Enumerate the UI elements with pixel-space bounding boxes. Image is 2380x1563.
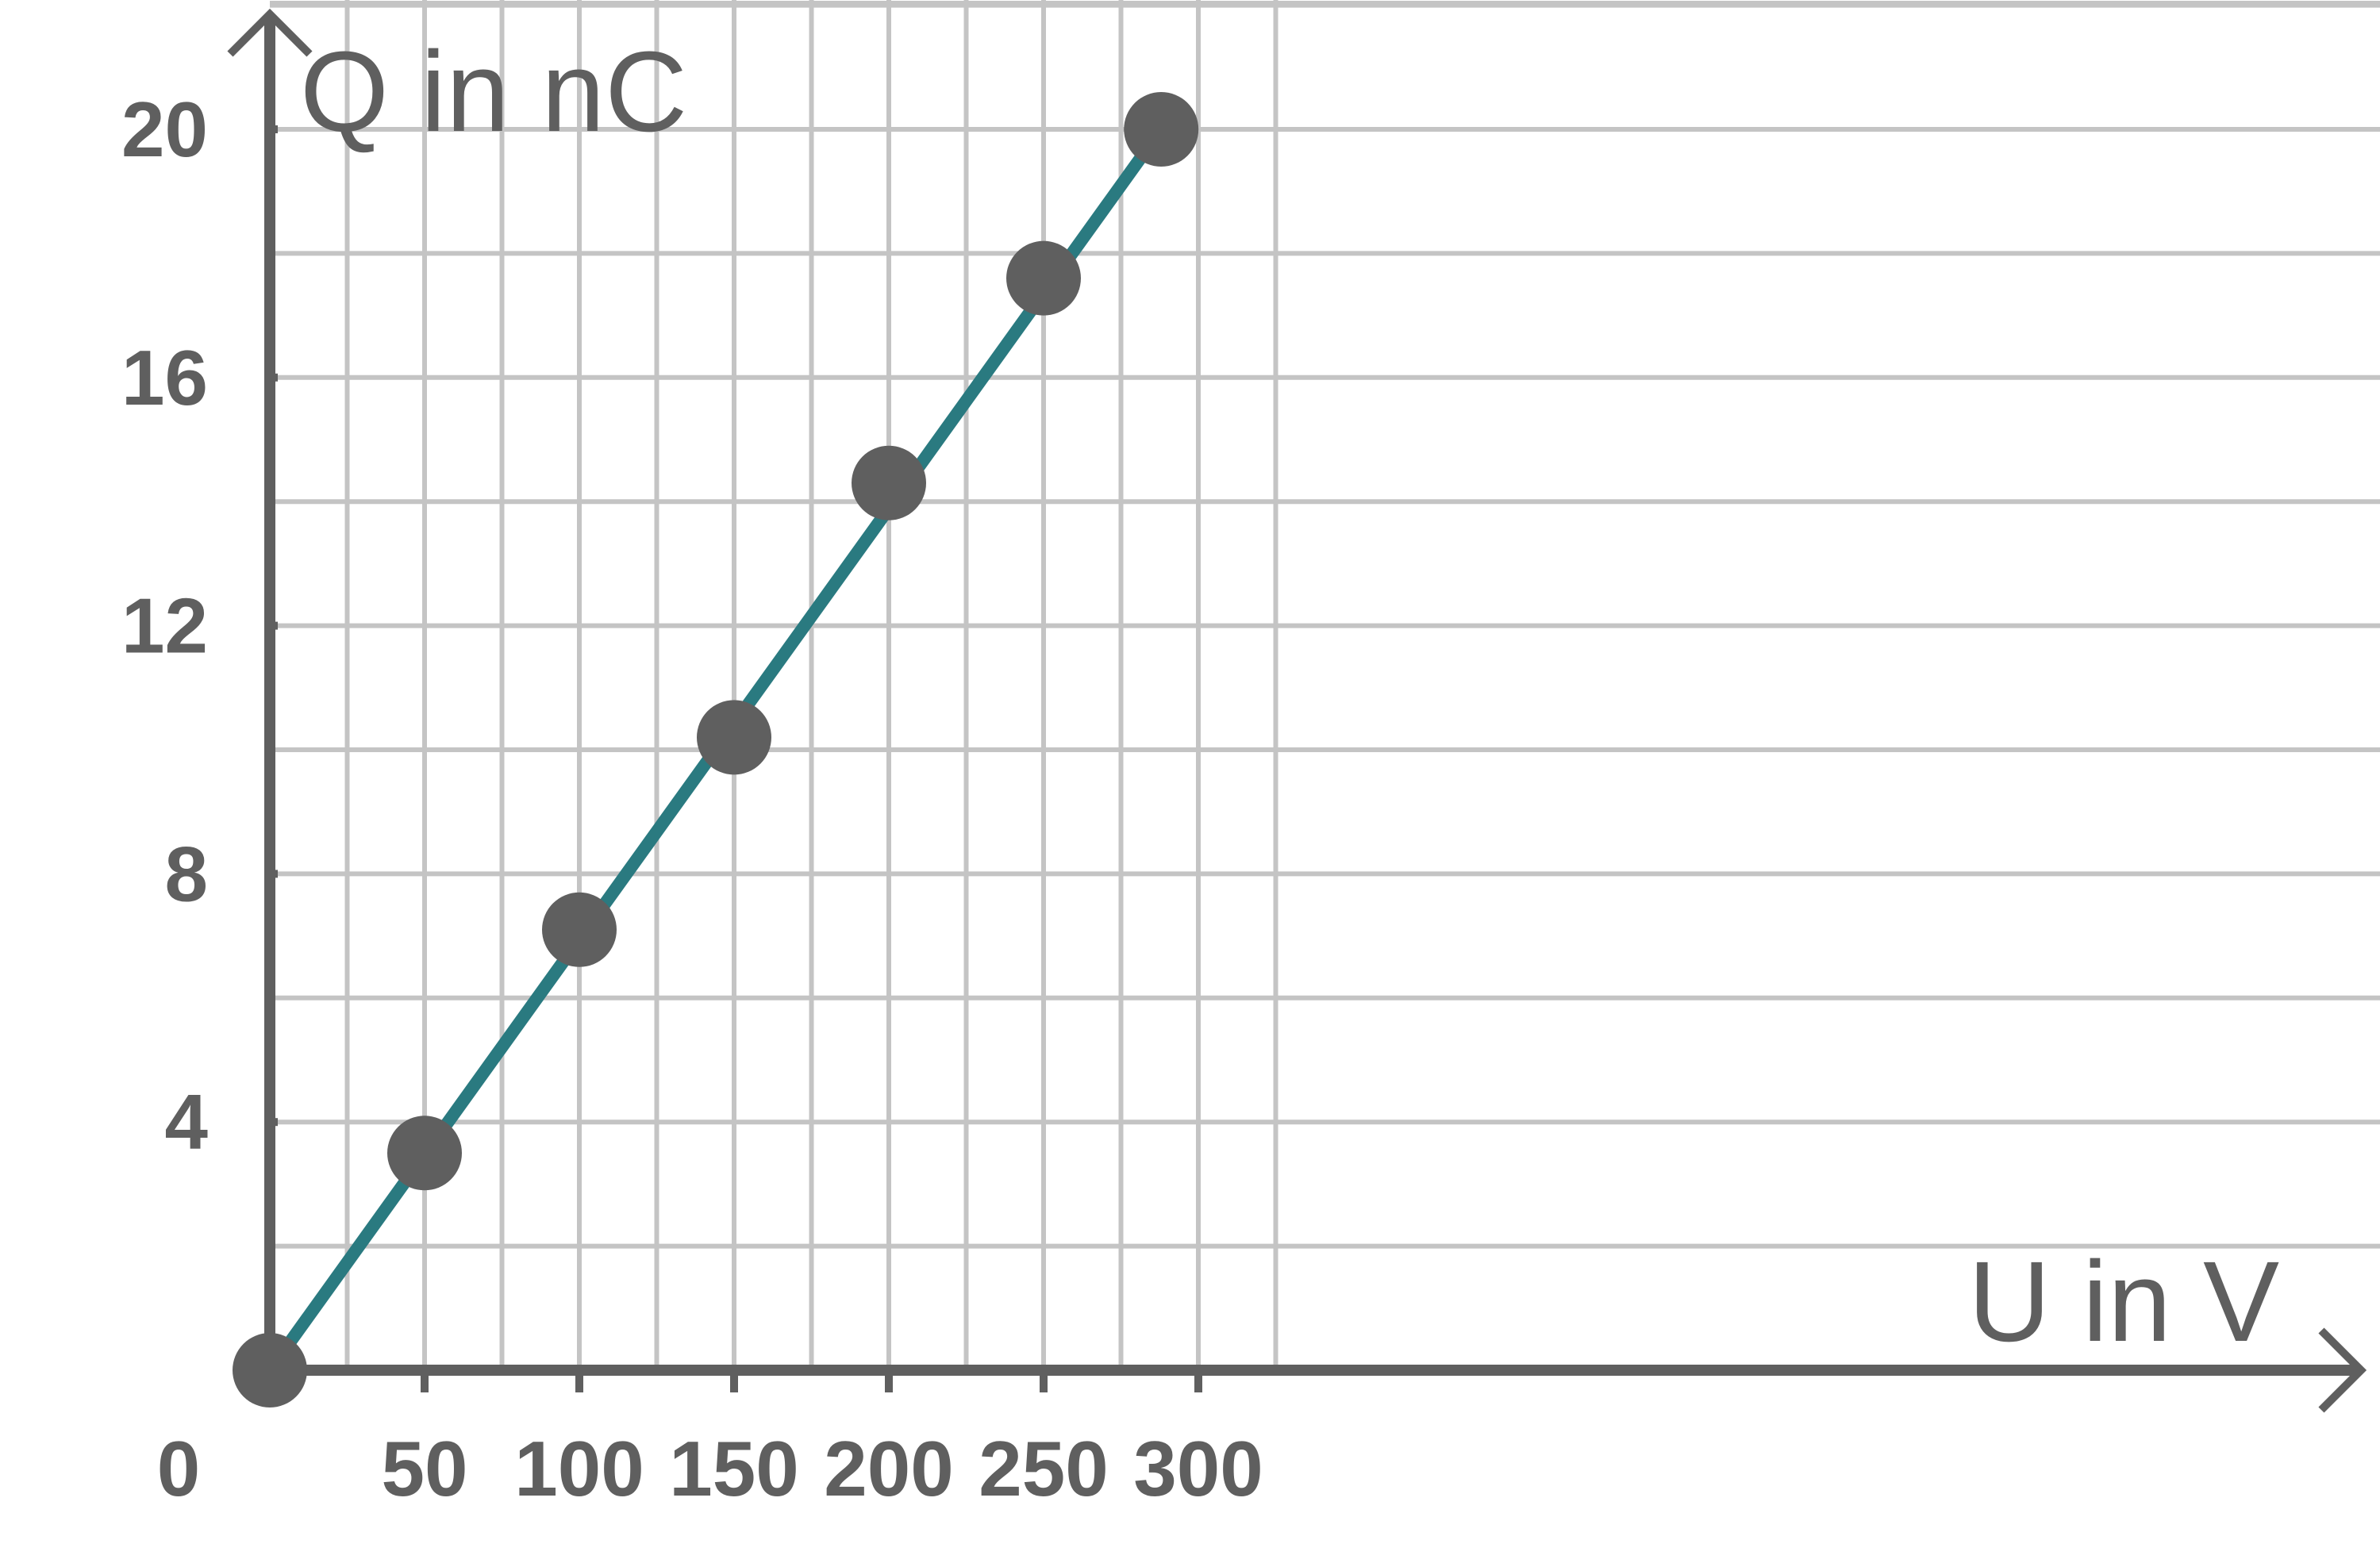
- x-axis-title: U in V: [1968, 1238, 2279, 1365]
- x-tick-label: 150: [669, 1425, 799, 1512]
- data-point: [542, 892, 617, 967]
- y-axis-arrow: [227, 8, 313, 57]
- x-tick-label: 300: [1133, 1425, 1263, 1512]
- x-tick-label: 100: [514, 1425, 644, 1512]
- data-point: [697, 700, 771, 775]
- grid: [270, 0, 2380, 1370]
- axes: [227, 8, 2367, 1413]
- data-point: [1124, 92, 1199, 167]
- y-tick-label: 8: [164, 830, 208, 917]
- x-tick-label: 200: [824, 1425, 954, 1512]
- data-points: [233, 92, 1199, 1407]
- y-tick-label: 12: [121, 582, 208, 670]
- origin-label: 0: [157, 1425, 201, 1512]
- y-tick-label: 16: [121, 334, 208, 421]
- y-tick-label: 4: [164, 1078, 208, 1166]
- data-point: [1006, 240, 1081, 316]
- data-point: [387, 1116, 462, 1191]
- data-point: [852, 445, 926, 520]
- x-axis-arrow: [2318, 1327, 2367, 1413]
- x-tick-label: 250: [979, 1425, 1109, 1512]
- y-axis-title: Q in nC: [300, 28, 687, 156]
- x-tick-label: 50: [381, 1425, 467, 1512]
- y-tick-label: 20: [121, 86, 208, 173]
- data-point: [233, 1333, 307, 1407]
